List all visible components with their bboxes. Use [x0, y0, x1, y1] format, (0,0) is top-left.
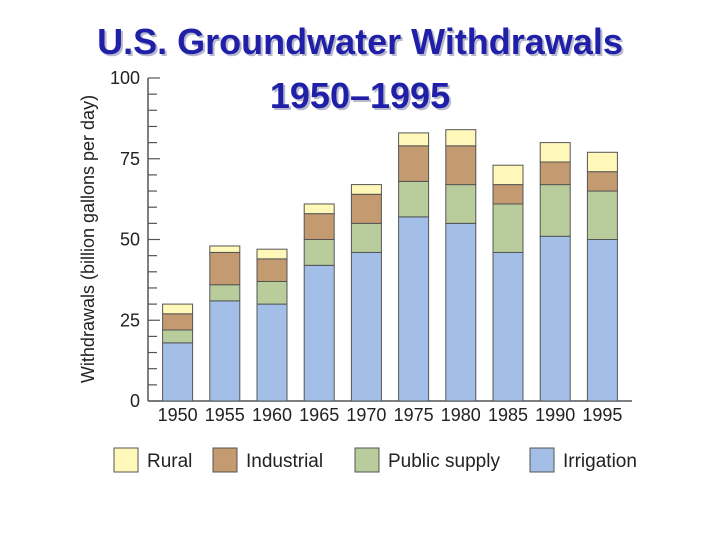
bar-segment-irrigation-1960	[256, 303, 288, 402]
legend-swatch-public-supply	[354, 447, 380, 473]
bar-segment-rural-1960	[256, 248, 288, 260]
legend-swatch-industrial	[212, 447, 238, 473]
bar-segment-industrial-1960	[256, 258, 288, 282]
legend-label-industrial: Industrial	[246, 451, 323, 472]
legend-label-irrigation: Irrigation	[563, 451, 637, 472]
bar-segment-public-supply-1970	[350, 222, 382, 253]
bar-segment-rural-1955	[209, 245, 241, 253]
y-tick-label: 50	[120, 230, 140, 250]
bar-segment-irrigation-1975	[398, 216, 430, 402]
x-tick-label: 1970	[346, 405, 386, 425]
bar-segment-industrial-1950	[162, 313, 194, 331]
chart-title-line1: U.S. Groundwater Withdrawals	[97, 21, 623, 62]
y-tick-label: 25	[120, 310, 140, 330]
y-tick-label: 0	[130, 391, 140, 411]
bar-segment-rural-1990	[539, 142, 571, 163]
bar-segment-irrigation-1980	[445, 222, 477, 402]
bar-segment-rural-1950	[162, 303, 194, 315]
legend: Rural Industrial Public supply Irrigation	[113, 447, 637, 473]
x-tick-label: 1990	[535, 405, 575, 425]
bar-segment-irrigation-1990	[539, 235, 571, 402]
bar-segment-industrial-1970	[350, 193, 382, 224]
bar-segment-irrigation-1970	[350, 251, 382, 402]
bar-segment-public-supply-1960	[256, 280, 288, 305]
x-tick-label: 1965	[299, 405, 339, 425]
legend-label-rural: Rural	[147, 451, 192, 472]
bar-segment-irrigation-1965	[303, 264, 335, 402]
x-tick-label: 1995	[582, 405, 622, 425]
bar-segment-public-supply-1950	[162, 329, 194, 344]
legend-swatch-irrigation	[529, 447, 555, 473]
bar-segment-industrial-1955	[209, 251, 241, 286]
bar-segment-rural-1965	[303, 203, 335, 215]
legend-label-public-supply: Public supply	[388, 451, 500, 472]
x-tick-label: 1950	[158, 405, 198, 425]
y-axis-label: Withdrawals (billion gallons per day)	[78, 95, 98, 383]
bar-segment-irrigation-1950	[162, 342, 194, 402]
x-tick-label: 1985	[488, 405, 528, 425]
bar-segment-irrigation-1995	[586, 239, 618, 402]
bar-segment-industrial-1980	[445, 145, 477, 186]
bar-segment-public-supply-1995	[586, 190, 618, 241]
bar-segment-public-supply-1965	[303, 239, 335, 266]
y-tick-label: 100	[110, 68, 140, 88]
x-ticks: 1950 1955 1960 1965 1970 1975 1980 1985 1990 1995	[158, 405, 623, 425]
y-ticks: 0 25 50 75 100	[110, 68, 160, 411]
x-tick-label: 1955	[205, 405, 245, 425]
bar-segment-public-supply-1955	[209, 284, 241, 302]
bar-segment-rural-1975	[398, 132, 430, 147]
bars	[162, 129, 618, 402]
chart-title-line2: 1950–1995	[269, 75, 451, 116]
bar-segment-rural-1995	[586, 151, 618, 173]
bar-segment-rural-1985	[492, 164, 524, 186]
bar-segment-industrial-1990	[539, 161, 571, 186]
bar-segment-public-supply-1980	[445, 184, 477, 224]
bar-segment-rural-1980	[445, 129, 477, 147]
x-tick-label: 1980	[441, 405, 481, 425]
x-tick-label: 1975	[394, 405, 434, 425]
bar-segment-irrigation-1955	[209, 300, 241, 402]
bar-segment-industrial-1995	[586, 171, 618, 192]
bar-segment-public-supply-1985	[492, 203, 524, 253]
y-tick-label: 75	[120, 149, 140, 169]
bar-segment-industrial-1965	[303, 213, 335, 241]
bar-segment-industrial-1975	[398, 145, 430, 182]
x-tick-label: 1960	[252, 405, 292, 425]
legend-swatch-rural	[113, 447, 139, 473]
bar-segment-public-supply-1990	[539, 184, 571, 237]
bar-segment-rural-1970	[350, 184, 382, 195]
bar-segment-irrigation-1985	[492, 251, 524, 402]
bar-segment-public-supply-1975	[398, 180, 430, 218]
bar-segment-industrial-1985	[492, 184, 524, 205]
